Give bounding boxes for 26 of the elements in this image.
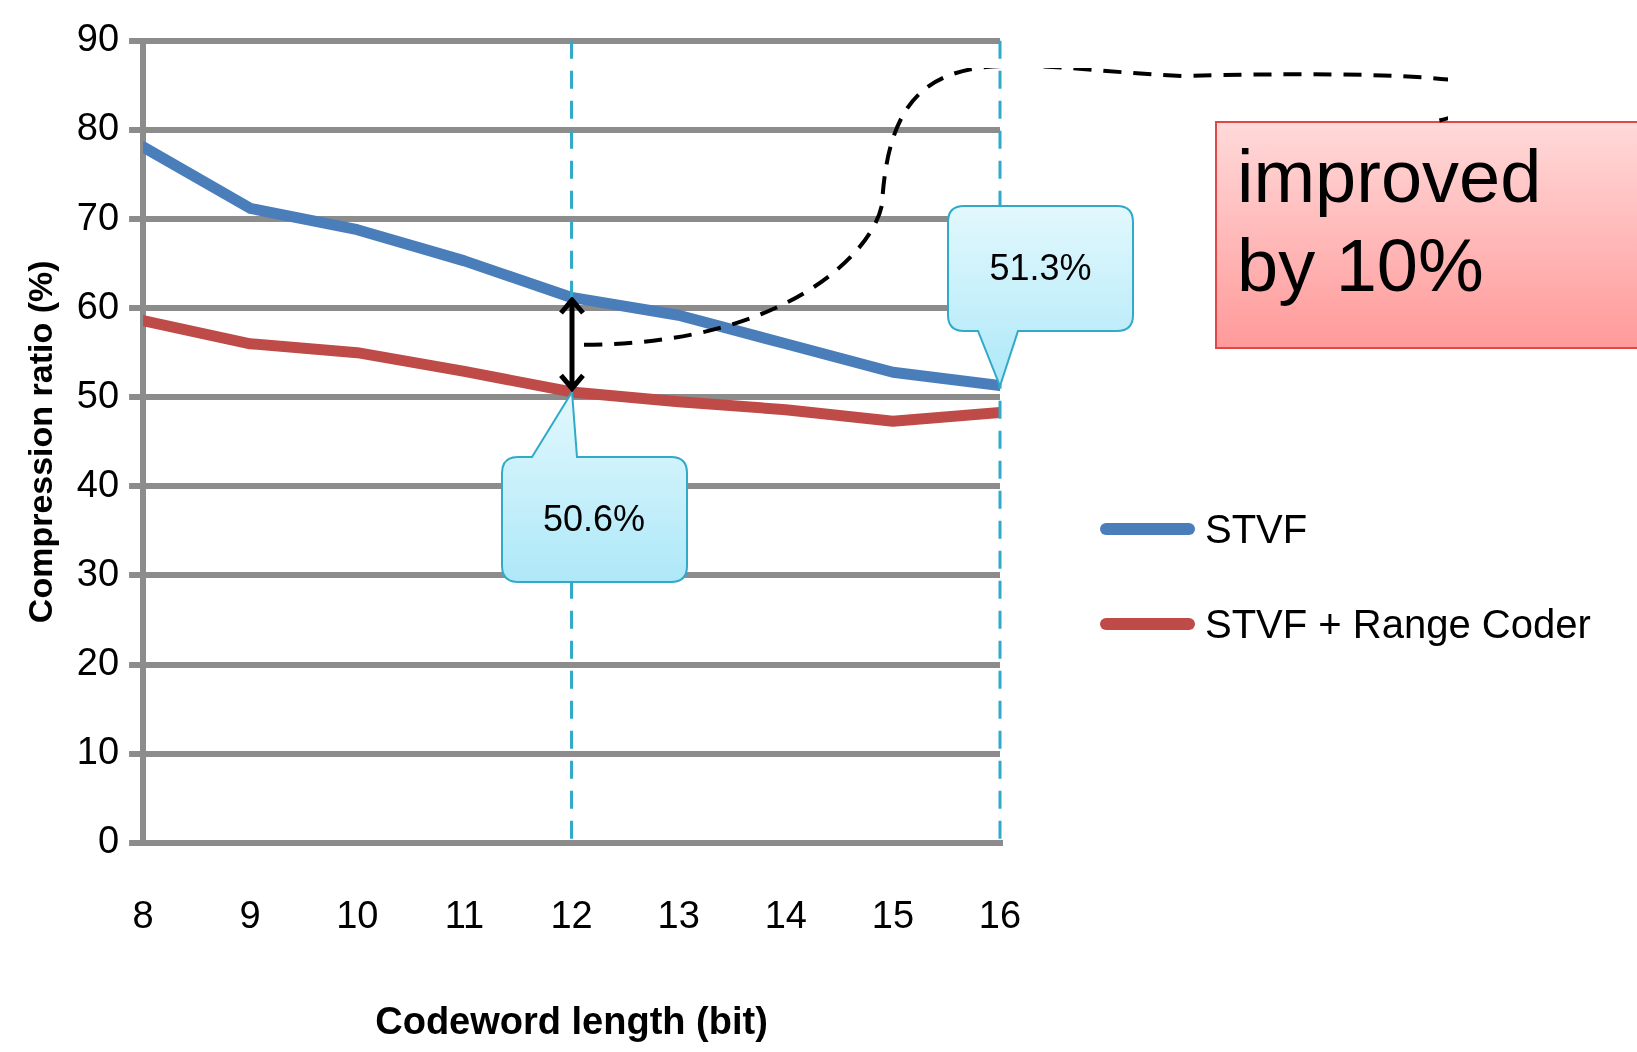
x-tick-label: 15 — [871, 894, 915, 937]
y-tick-label: 10 — [76, 730, 120, 773]
x-tick-label: 11 — [444, 894, 485, 937]
x-tick-label: 9 — [239, 894, 261, 937]
x-axis-title: Codeword length (bit) — [375, 999, 768, 1042]
y-tick-label: 30 — [76, 551, 120, 594]
x-tick-label: 16 — [978, 894, 1022, 937]
y-tick-label: 40 — [76, 462, 120, 505]
y-tick-label: 20 — [76, 641, 120, 684]
x-tick-label: 12 — [550, 894, 593, 937]
y-tick-label: 80 — [76, 106, 120, 149]
legend-label: STVF + Range Coder — [1205, 601, 1591, 647]
y-tick-label: 90 — [76, 17, 120, 60]
y-tick-label: 60 — [76, 284, 120, 327]
annotation: 50.6% — [542, 497, 647, 542]
y-tick-label: 50 — [76, 373, 120, 416]
text: improved by 10% — [1215, 121, 1637, 349]
x-tick-label: 8 — [132, 894, 154, 937]
y-tick-label: 0 — [97, 819, 120, 862]
y-axis-title: Compression ratio (%) — [20, 260, 59, 624]
x-tick-label: 14 — [764, 894, 807, 937]
annotation: 51.3% — [988, 246, 1093, 291]
x-tick-label: 10 — [336, 894, 379, 937]
x-tick-label: 13 — [657, 894, 700, 937]
y-tick-label: 70 — [76, 195, 120, 238]
legend-label: STVF — [1205, 506, 1308, 552]
